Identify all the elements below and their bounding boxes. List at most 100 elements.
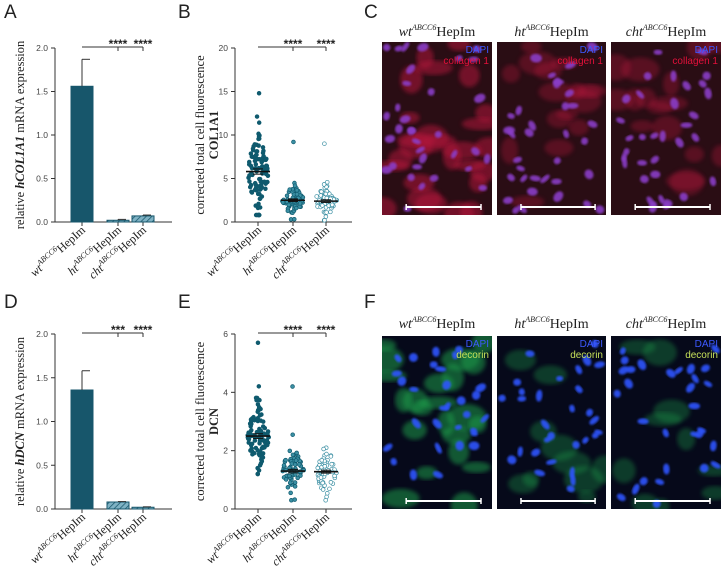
data-point bbox=[255, 418, 261, 424]
data-point bbox=[260, 451, 266, 456]
stain-label-marker: collagen 1 bbox=[443, 56, 489, 67]
y-tick-label: 0.0 bbox=[36, 504, 48, 514]
micrograph-cells bbox=[498, 340, 606, 503]
y-tick-label: 5 bbox=[223, 174, 228, 184]
bar bbox=[131, 506, 155, 510]
y-tick-label: 2.0 bbox=[36, 329, 48, 339]
data-point bbox=[292, 484, 298, 489]
nucleus bbox=[434, 131, 442, 138]
data-point bbox=[283, 477, 289, 482]
nucleus bbox=[637, 160, 648, 166]
nucleus bbox=[653, 49, 663, 55]
nucleus bbox=[696, 48, 708, 56]
significance-label: **** bbox=[134, 323, 153, 337]
nucleus bbox=[566, 485, 575, 493]
nucleus bbox=[547, 72, 557, 79]
nucleus bbox=[534, 469, 546, 477]
nucleus bbox=[698, 79, 707, 88]
data-point bbox=[256, 120, 262, 125]
data-point bbox=[249, 165, 255, 171]
data-point bbox=[322, 464, 328, 469]
nucleus bbox=[402, 80, 412, 87]
cytoplasm-signal bbox=[568, 119, 589, 136]
data-point bbox=[283, 457, 288, 463]
nucleus bbox=[618, 366, 629, 375]
micrograph-cells bbox=[382, 336, 492, 509]
nucleus bbox=[531, 448, 541, 457]
nucleus bbox=[464, 166, 473, 172]
nucleus bbox=[670, 97, 679, 110]
nucleus bbox=[507, 455, 517, 465]
nucleus bbox=[502, 196, 514, 204]
data-point bbox=[329, 461, 334, 467]
nucleus bbox=[529, 175, 541, 182]
nucleus bbox=[564, 89, 574, 98]
y-tick-label: 20 bbox=[219, 43, 229, 53]
nucleus bbox=[666, 368, 676, 378]
stain-label-marker: collagen 1 bbox=[557, 56, 603, 67]
cytoplasm-signal bbox=[612, 458, 636, 484]
nucleus bbox=[650, 155, 660, 164]
data-point bbox=[253, 212, 259, 218]
micrograph-cells bbox=[611, 42, 721, 213]
cytoplasm-signal bbox=[419, 396, 458, 409]
nucleus bbox=[553, 191, 564, 202]
micrograph-title: wtABCC6HepIm bbox=[399, 23, 476, 40]
nucleus bbox=[637, 418, 649, 425]
nucleus bbox=[390, 457, 397, 466]
nucleus bbox=[468, 56, 479, 63]
nucleus bbox=[711, 344, 720, 354]
data-point bbox=[320, 480, 325, 486]
y-tick-label: 2.0 bbox=[36, 43, 48, 53]
y-tick-label: 0 bbox=[223, 217, 228, 227]
cytoplasm-signal bbox=[406, 187, 442, 211]
significance-label: **** bbox=[109, 37, 128, 51]
nucleus bbox=[643, 72, 652, 81]
nucleus bbox=[442, 380, 451, 390]
cytoplasm-signal bbox=[447, 42, 471, 51]
nucleus bbox=[450, 149, 458, 159]
data-point bbox=[322, 141, 327, 146]
nucleus bbox=[569, 404, 575, 413]
data-point bbox=[324, 494, 329, 500]
nucleus bbox=[636, 90, 645, 99]
nucleus bbox=[455, 440, 465, 451]
nucleus bbox=[699, 463, 709, 473]
nucleus bbox=[638, 133, 646, 141]
nucleus bbox=[547, 431, 555, 441]
nucleus bbox=[691, 373, 699, 384]
data-point bbox=[255, 471, 261, 477]
nucleus bbox=[710, 461, 721, 469]
nucleus bbox=[528, 120, 537, 131]
data-point bbox=[265, 442, 270, 448]
data-point bbox=[294, 187, 300, 193]
nucleus bbox=[411, 418, 421, 429]
nucleus bbox=[625, 135, 634, 142]
nucleus bbox=[382, 165, 393, 174]
data-point bbox=[293, 205, 299, 211]
cytoplasm-signal bbox=[471, 336, 492, 354]
data-point bbox=[290, 384, 295, 389]
nucleus bbox=[565, 61, 576, 69]
y-tick-label: 2 bbox=[223, 446, 228, 456]
significance-label: **** bbox=[317, 323, 336, 337]
data-point bbox=[287, 473, 292, 479]
micrograph-cells bbox=[501, 42, 606, 214]
x-tick-label: wtABCC6HepIm bbox=[203, 509, 265, 567]
data-point bbox=[247, 179, 252, 184]
stain-label-marker: decorin bbox=[570, 350, 603, 361]
nucleus bbox=[513, 378, 522, 386]
nucleus bbox=[553, 77, 562, 89]
data-point bbox=[250, 146, 256, 151]
nucleus bbox=[587, 120, 598, 128]
nucleus bbox=[546, 459, 557, 465]
significance-label: **** bbox=[317, 37, 336, 51]
nucleus bbox=[518, 388, 525, 396]
nucleus bbox=[399, 115, 411, 124]
data-point bbox=[256, 165, 261, 171]
nucleus bbox=[594, 361, 606, 369]
data-point bbox=[256, 131, 261, 137]
